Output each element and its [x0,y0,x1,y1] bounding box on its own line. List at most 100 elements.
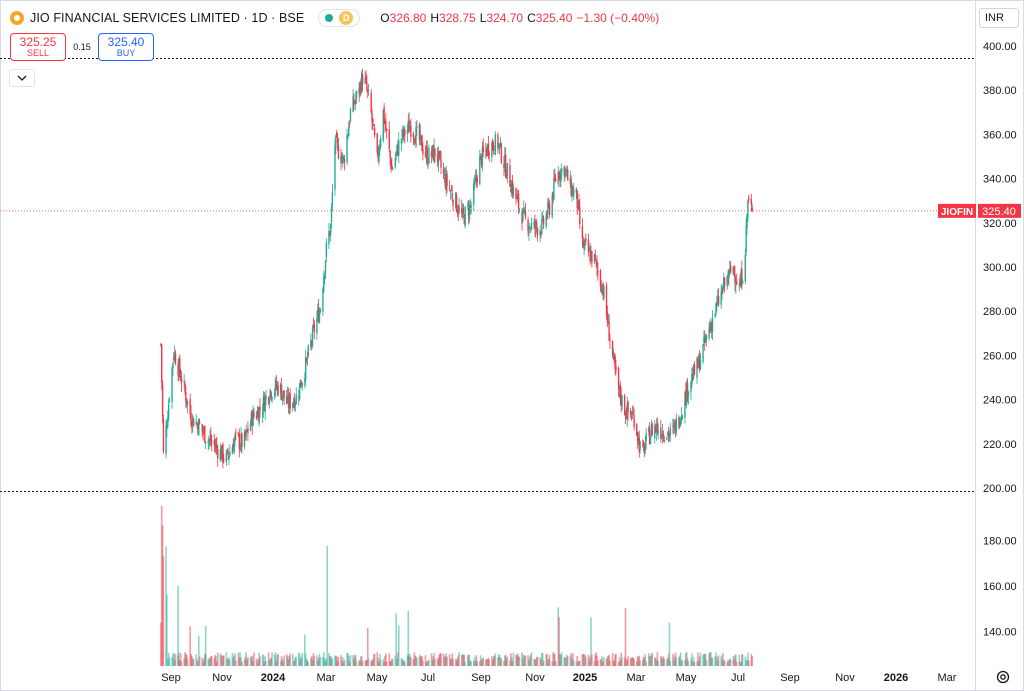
candle-body [582,240,584,249]
candle-body [312,324,315,327]
volume-bar [699,652,702,666]
candle-body [353,98,355,106]
volume-bar [377,657,379,666]
price-axis-label: 260.00 [983,350,1017,362]
candle-body [600,285,603,293]
volume-bar [745,660,747,666]
candle-body [554,176,556,180]
candle-body [564,168,566,174]
currency-selector[interactable]: INR [979,8,1019,28]
candle-body [740,271,742,288]
candle-body [409,126,411,130]
candle-body [596,261,598,268]
volume-bar [359,660,361,666]
volume-bar [467,654,470,666]
volume-bar [179,659,181,666]
candle-body [590,252,592,260]
volume-bar [400,658,403,666]
volume-bar [641,660,644,666]
candle-body [240,434,242,446]
volume-bar [396,658,398,666]
volume-bar [651,652,654,666]
volume-bar [348,661,351,666]
candle-body [650,425,653,436]
candle-body [408,120,410,133]
volume-bar [336,661,339,666]
candle-body [304,357,307,380]
settings-gear-icon[interactable] [995,669,1011,685]
price-axis-label: 360.00 [983,129,1017,141]
volume-bar [643,657,646,666]
volume-bar [666,657,669,666]
volume-bar [251,655,254,666]
volume-bar [672,653,674,666]
candle-body [438,151,440,154]
candle-body [167,419,169,428]
volume-bar [261,654,264,666]
candle-body [367,91,370,93]
candle-body [673,425,675,428]
volume-bar [734,655,736,666]
volume-bar [304,653,307,666]
candle-body [370,92,372,113]
volume-bar [234,653,236,666]
volume-bar [607,656,610,666]
volume-bar [258,652,260,666]
candle-body [217,449,219,459]
candle-body [607,318,609,323]
volume-bar [415,656,417,666]
volume-bar [690,658,692,666]
candle-body [352,96,354,112]
candle-body [698,356,700,367]
candle-body [277,384,279,395]
time-axis-label: Sep [471,672,491,684]
volume-bar [243,659,246,666]
buy-button[interactable]: 325.40 BUY [98,33,154,61]
volume-bar [364,660,366,666]
candle-body [548,203,550,205]
candle-body [227,451,229,456]
candle-body [639,441,641,450]
candle-body [451,192,453,200]
volume-bar [334,655,336,666]
volume-bar [442,653,445,666]
volume-bar [337,656,340,666]
candle-body [510,184,513,195]
volume-bar [384,655,386,666]
candle-body [654,425,656,439]
volume-bar [204,653,206,666]
volume-bar [310,658,312,666]
volume-bar [599,659,602,666]
time-axis-label: Jul [731,672,745,684]
candle-body [675,417,678,432]
volume-bar [697,659,700,666]
volume-bar [229,660,231,666]
candle-body [364,77,366,84]
high-value: 328.75 [439,11,476,25]
volume-bar [505,658,508,666]
candle-body [219,449,222,461]
candle-body [221,445,223,460]
volume-bar [702,655,704,666]
candle-body [535,221,537,230]
volume-bar [220,655,223,666]
volume-bar [594,654,597,666]
market-status-pill[interactable]: D [318,9,361,27]
symbol-title[interactable]: JIO FINANCIAL SERVICES LIMITED · 1D · BS… [30,11,305,25]
volume-bar [487,657,490,666]
volume-bar [371,659,373,666]
candle-body [511,181,514,195]
volume-bar [691,653,693,666]
volume-bar [728,660,730,666]
collapse-legend-button[interactable] [9,69,35,87]
spread-value: 0.15 [73,42,91,52]
candle-body [419,132,422,141]
symbol-header[interactable]: JIO FINANCIAL SERVICES LIMITED · 1D · BS… [10,8,659,28]
volume-bar [528,657,531,666]
volume-bar [636,656,639,666]
candle-body [536,228,539,236]
candle-body [651,423,653,436]
sell-button[interactable]: 325.25 SELL [10,33,66,61]
delayed-badge: D [339,11,354,25]
